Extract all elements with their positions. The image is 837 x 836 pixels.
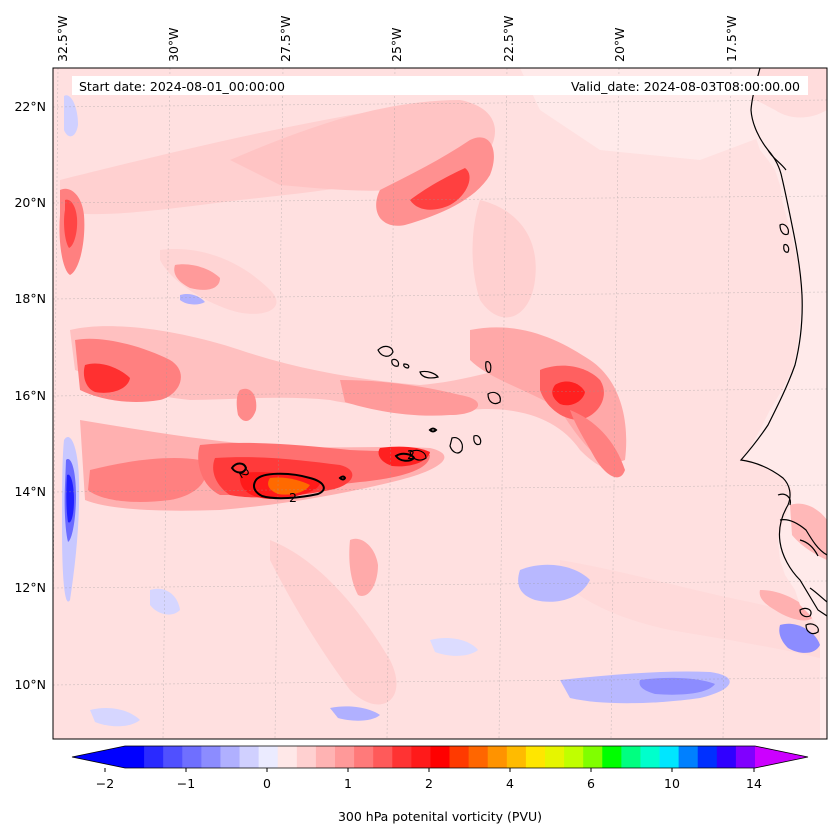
- colorbar-segment: [277, 746, 298, 768]
- colorbar-segment: [449, 746, 470, 768]
- colorbar-segment: [182, 746, 202, 768]
- colorbar-segment: [640, 746, 660, 768]
- colorbar-segment: [735, 746, 756, 768]
- longitude-labels: 32.5°W 30°W 27.5°W 25°W 22.5°W 20°W 17.5…: [55, 16, 739, 62]
- colorbar-segment: [545, 746, 565, 768]
- colorbar-segment: [716, 746, 737, 768]
- colorbar-ticks: [104, 768, 755, 772]
- colorbar-segment: [621, 746, 641, 768]
- colorbar-segment: [296, 746, 317, 768]
- colorbar-label: 300 hPa potenital vorticity (PVU): [338, 809, 542, 824]
- colorbar-segments: [125, 746, 756, 768]
- colorbar-tick-label: −2: [96, 776, 114, 791]
- colorbar-tick-label: 14: [746, 776, 762, 791]
- colorbar-segment: [468, 746, 489, 768]
- colorbar-tick-label: 6: [587, 776, 595, 791]
- lon-label: 32.5°W: [55, 16, 70, 62]
- lon-label: 25°W: [389, 27, 404, 62]
- header-background: [72, 76, 808, 95]
- contour-label: 2: [407, 447, 415, 462]
- lat-label: 12°N: [14, 580, 46, 595]
- colorbar-segment: [564, 746, 584, 768]
- lat-label: 18°N: [14, 291, 46, 306]
- colorbar-segment: [430, 746, 450, 768]
- lat-label: 22°N: [14, 99, 46, 114]
- pv-field-medium: [59, 137, 815, 621]
- coastline: [377, 68, 827, 635]
- start-date-label: Start date: 2024-08-01_00:00:00: [79, 79, 285, 94]
- gridlines: [53, 68, 827, 739]
- colorbar-segment: [144, 746, 164, 768]
- colorbar-segment: [315, 746, 336, 768]
- latitude-labels: 22°N 20°N 18°N 16°N 14°N 12°N 10°N: [14, 99, 46, 692]
- colorbar: −2 −1 0 1 2 4 6 10 14 300 hPa potenital …: [71, 745, 809, 824]
- colorbar-segment: [220, 746, 240, 768]
- lat-label: 20°N: [14, 195, 46, 210]
- lon-label: 30°W: [166, 27, 181, 62]
- colorbar-segment: [239, 746, 260, 768]
- colorbar-segment: [678, 746, 699, 768]
- colorbar-segment: [201, 746, 221, 768]
- lon-label: 27.5°W: [278, 16, 293, 62]
- lon-label: 22.5°W: [501, 16, 516, 62]
- colorbar-segment: [125, 746, 145, 768]
- map-frame: [52, 67, 828, 740]
- colorbar-tick-label: −1: [177, 776, 195, 791]
- colorbar-segment: [258, 746, 279, 768]
- colorbar-tick-label: 10: [664, 776, 680, 791]
- colorbar-segment: [697, 746, 718, 768]
- colorbar-tick-label: 2: [425, 776, 433, 791]
- valid-date-label: Valid_date: 2024-08-03T08:00:00.00: [571, 79, 800, 94]
- colorbar-segment: [525, 746, 546, 768]
- colorbar-segment: [354, 746, 374, 768]
- lat-label: 10°N: [14, 677, 46, 692]
- lat-label: 14°N: [14, 484, 46, 499]
- colorbar-segment: [602, 746, 622, 768]
- pv-contour-2: [230, 427, 438, 500]
- map-panel: 2 2 2: [53, 68, 827, 739]
- colorbar-segment: [506, 746, 527, 768]
- colorbar-tick-label: 1: [344, 776, 352, 791]
- lon-label: 20°W: [612, 27, 627, 62]
- colorbar-extend-high: [755, 746, 808, 768]
- colorbar-tick-label: 4: [506, 776, 514, 791]
- west-africa-land: [742, 68, 827, 739]
- lon-label: 17.5°W: [724, 16, 739, 62]
- colorbar-segment: [583, 746, 603, 768]
- colorbar-tick-labels: −2 −1 0 1 2 4 6 10 14: [96, 776, 762, 791]
- colorbar-segment: [373, 746, 393, 768]
- colorbar-segment: [411, 746, 431, 768]
- colorbar-tick-label: 0: [263, 776, 271, 791]
- lat-label: 16°N: [14, 388, 46, 403]
- colorbar-segment: [163, 746, 183, 768]
- header-boxes: Start date: 2024-08-01_00:00:00 Valid_da…: [72, 76, 808, 95]
- colorbar-segment: [487, 746, 508, 768]
- colorbar-outline: [71, 745, 809, 769]
- colorbar-extend-low: [72, 746, 125, 768]
- colorbar-segment: [392, 746, 412, 768]
- contour-label: 2: [289, 490, 297, 505]
- colorbar-segment: [335, 746, 355, 768]
- colorbar-segment: [659, 746, 680, 768]
